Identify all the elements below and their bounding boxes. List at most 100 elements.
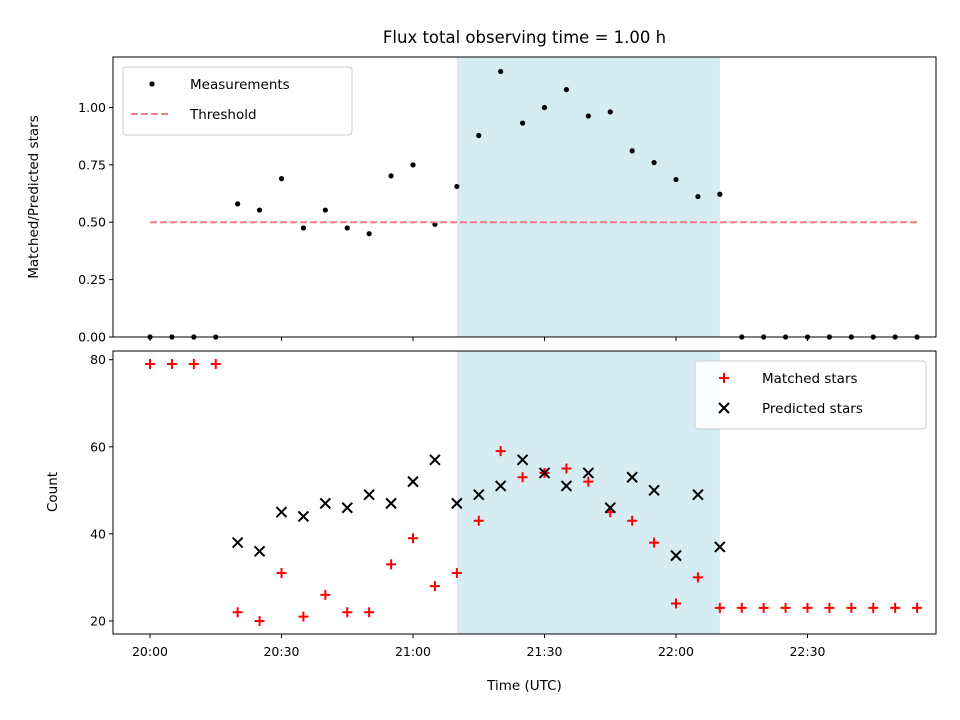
matched-star-marker — [473, 515, 484, 526]
matched-star-marker — [495, 446, 506, 457]
measurement-point — [300, 225, 307, 231]
measurement-point — [235, 201, 241, 207]
x-tick-label: 20:00 — [132, 644, 168, 659]
predicted-star-marker — [473, 488, 485, 501]
predicted-star-marker — [538, 467, 551, 479]
bottom-y-tick-label: 20 — [90, 613, 106, 628]
predicted-star-marker — [385, 497, 397, 510]
predicted-star-marker — [275, 506, 288, 518]
predicted-star-marker — [648, 484, 660, 497]
bottom-y-axis-label: Count — [45, 472, 61, 512]
predicted-star-marker — [297, 510, 310, 523]
matched-star-marker — [780, 602, 791, 613]
matched-star-marker — [232, 607, 243, 618]
x-tick-label: 20:30 — [263, 644, 299, 659]
matched-star-marker — [561, 463, 572, 474]
legend-predicted-swatch — [718, 402, 730, 414]
measurement-point — [498, 68, 504, 75]
matched-star-marker — [649, 537, 660, 548]
legend-matched-swatch — [719, 373, 729, 383]
top-y-tick-label: 0.75 — [78, 157, 106, 172]
bottom-legend-box — [694, 360, 927, 430]
bottom-axes: 20 40 60 80 20:00 20:30 21:00 21:30 22:00 22:30 Ma… — [90, 350, 937, 659]
matched-star-marker — [736, 602, 747, 613]
top-chart-title: Flux total observing time = 1.00 h — [383, 28, 666, 47]
legend-label: Measurements — [190, 77, 290, 93]
predicted-star-marker — [429, 454, 441, 466]
matched-star-marker — [210, 359, 221, 370]
predicted-star-marker — [604, 502, 616, 514]
predicted-star-marker — [670, 549, 682, 562]
measurement-point — [476, 132, 482, 139]
top-highlight-span — [456, 57, 720, 337]
matched-star-marker — [342, 607, 353, 618]
measurement-point — [563, 86, 570, 93]
predicted-star-marker — [341, 502, 353, 514]
bottom-y-tick-label: 60 — [90, 439, 106, 454]
matched-star-marker — [583, 476, 594, 487]
measurement-point — [651, 159, 657, 166]
legend-label: Predicted stars — [762, 401, 863, 417]
predicted-star-marker — [626, 471, 638, 483]
predicted-star-marker — [231, 536, 244, 549]
predicted-star-marker — [407, 475, 419, 488]
matched-star-marker — [846, 602, 857, 613]
measurement-point — [388, 173, 394, 179]
matched-star-marker — [868, 602, 879, 613]
matched-star-marker — [517, 472, 528, 483]
matched-star-marker — [671, 598, 681, 609]
bottom-y-tick-label: 80 — [90, 352, 106, 367]
x-axis-label: Time (UTC) — [486, 678, 562, 694]
predicted-star-marker — [363, 488, 375, 501]
predicted-star-marker — [451, 497, 463, 510]
matched-star-marker — [320, 589, 331, 600]
measurement-point — [607, 109, 613, 115]
measurement-point — [344, 225, 350, 231]
matched-star-marker — [890, 602, 901, 613]
measurement-point — [629, 148, 635, 154]
matched-star-marker — [408, 533, 418, 544]
top-legend-box — [122, 66, 353, 136]
matched-star-marker — [276, 568, 287, 579]
top-y-tick-label: 0.25 — [78, 272, 106, 287]
x-tick-label: 22:00 — [658, 644, 694, 659]
matched-star-marker — [824, 602, 835, 613]
matched-star-marker — [627, 515, 638, 526]
x-tick-label: 21:30 — [526, 644, 562, 659]
matched-star-marker — [451, 568, 462, 579]
predicted-star-marker — [516, 454, 529, 466]
measurement-point — [695, 193, 701, 200]
bottom-highlight-span — [456, 351, 720, 634]
measurement-point — [256, 207, 263, 213]
top-axes: 0.00 0.25 0.50 0.75 1.00 Measurements Threshol… — [78, 56, 937, 345]
matched-star-marker — [166, 359, 177, 370]
matched-star-marker — [254, 615, 265, 626]
matched-star-marker — [692, 572, 703, 583]
measurement-point — [585, 113, 591, 119]
predicted-star-marker — [319, 497, 332, 510]
matched-star-marker — [298, 611, 309, 622]
matched-star-marker — [758, 602, 769, 613]
measurement-point — [410, 162, 416, 168]
matched-star-marker — [714, 602, 725, 613]
top-y-tick-label: 1.00 — [78, 100, 106, 115]
measurement-point — [454, 183, 460, 190]
predicted-star-marker — [253, 545, 266, 557]
bottom-axes-frame — [112, 350, 937, 635]
matched-star-marker — [429, 581, 440, 592]
bottom-y-tick-label: 40 — [90, 526, 106, 541]
top-y-tick-label: 0.50 — [78, 215, 106, 230]
legend-measurement-swatch — [149, 81, 155, 87]
matched-star-marker — [802, 602, 813, 613]
measurement-point — [278, 176, 285, 182]
predicted-star-marker — [560, 480, 573, 492]
matched-star-marker — [364, 607, 375, 618]
top-y-tick-label: 0.00 — [78, 330, 106, 345]
legend-label: Threshold — [189, 107, 257, 123]
measurement-point — [322, 207, 328, 213]
x-tick-label: 22:30 — [789, 644, 825, 659]
legend-label: Matched stars — [762, 371, 858, 387]
matched-star-marker — [188, 359, 199, 370]
measurement-point — [717, 191, 723, 197]
